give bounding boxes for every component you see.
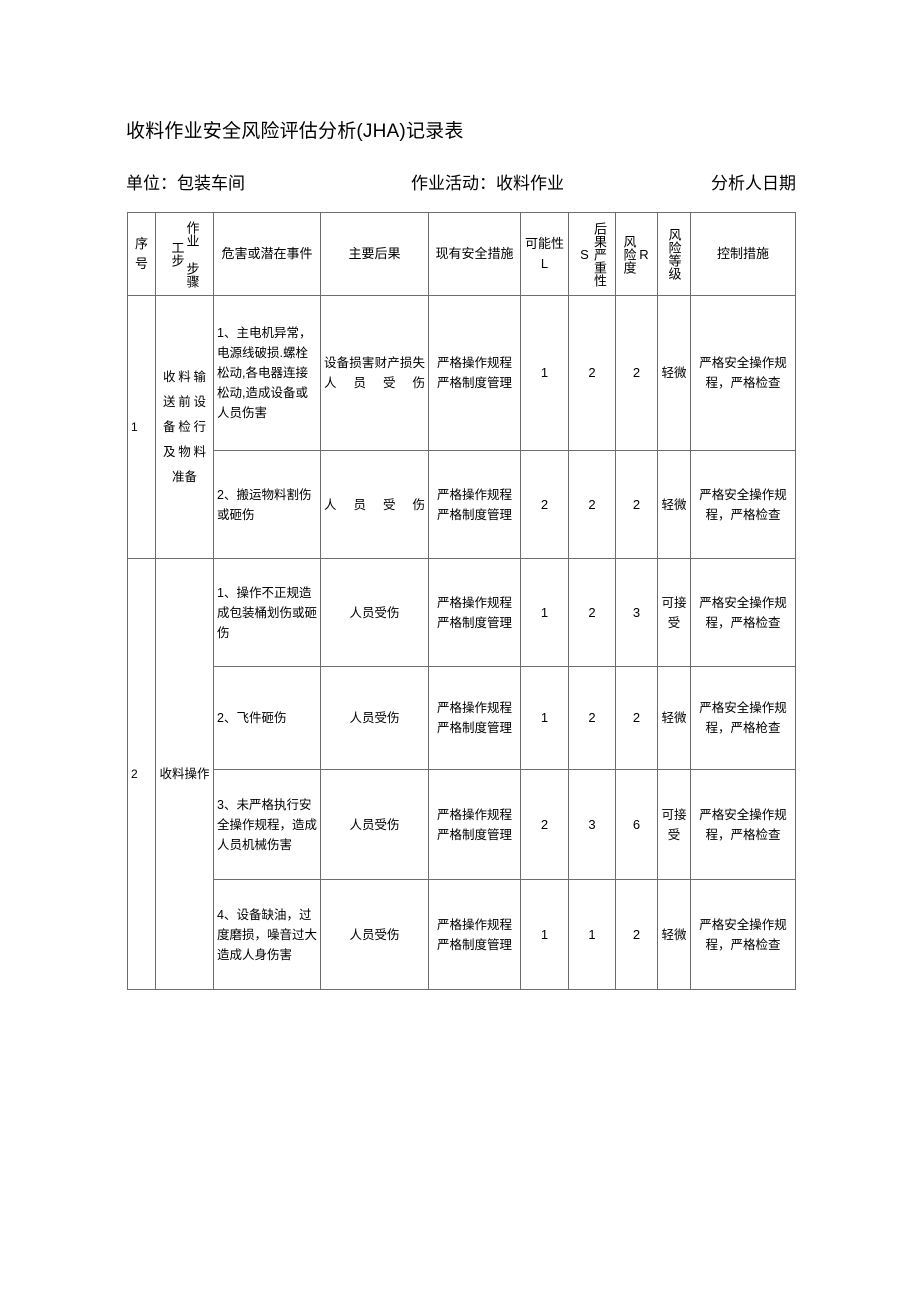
column-header-likelihood-symbol: L [540,256,549,271]
page-title: 收料作业安全风险评估分析(JHA)记录表 [126,121,464,142]
cell-likelihood: 2 [520,769,569,880]
cell-consequence: 人员受伤 [320,450,429,559]
cell-hazard: 3、未严格执行安全操作规程，造成人员机械伤害 [213,769,321,880]
cell-severity: 2 [568,450,616,559]
cell-level: 轻微 [657,666,691,770]
column-header-control: 控制措施 [690,212,796,296]
step-header-vertical-wrap: 作业 步骤 工步 [159,218,210,290]
cell-step: 收料输送前设备检行及物料准备 [155,295,214,559]
column-header-likelihood-label: 可能性 [524,236,564,251]
column-header-level-label: 风险等级 [666,228,682,280]
column-header-step-label: 作业 步骤 工步 [169,220,200,288]
cell-control: 严格安全操作规程，严格检查 [690,558,796,667]
cell-risk: 3 [615,558,658,667]
table-header-row: 序号 作业 步骤 工步 危害或潜在事件 主要后果 现有安全措施 可能性 L S … [127,212,796,296]
cell-level: 可接受 [657,769,691,880]
cell-consequence: 人员受伤 [320,769,429,880]
cell-hazard: 4、设备缺油，过度磨损，噪音过大造成人身伤害 [213,879,321,990]
cell-measure: 严格操作规程严格制度管理 [428,666,521,770]
cell-likelihood: 2 [520,450,569,559]
cell-no: 1 [127,295,156,559]
meta-activity: 作业活动：收料作业 [411,174,564,193]
cell-control: 严格安全操作规程，严格枪查 [690,666,796,770]
cell-level: 轻微 [657,450,691,559]
cell-level: 轻微 [657,879,691,990]
column-header-measure: 现有安全措施 [428,212,521,296]
column-header-risk-label: 风险度 [621,234,637,274]
column-header-consequence: 主要后果 [320,212,429,296]
cell-control: 严格安全操作规程，严格检查 [690,450,796,559]
table-row: 4、设备缺油，过度磨损，噪音过大造成人身伤害 人员受伤 严格操作规程严格制度管理… [128,879,796,990]
column-header-no: 序号 [127,212,156,296]
cell-risk: 6 [615,769,658,880]
cell-severity: 2 [568,666,616,770]
cell-measure: 严格操作规程严格制度管理 [428,879,521,990]
column-header-step: 作业 步骤 工步 [155,212,214,296]
cell-risk: 2 [615,295,658,451]
meta-analyst-date: 分析人日期 [711,174,796,193]
column-header-likelihood: 可能性 L [520,212,569,296]
cell-severity: 3 [568,769,616,880]
table-row: 2、搬运物料割伤或砸伤 人员受伤 严格操作规程严格制度管理 2 2 2 轻微 严… [128,450,796,559]
cell-likelihood: 1 [520,666,569,770]
cell-measure: 严格操作规程严格制度管理 [428,295,521,451]
table-header: 序号 作业 步骤 工步 危害或潜在事件 主要后果 现有安全措施 可能性 L S … [127,212,796,296]
cell-consequence: 人员受伤 [320,558,429,667]
cell-likelihood: 1 [520,879,569,990]
cell-risk: 2 [615,450,658,559]
cell-consequence: 人员受伤 [320,666,429,770]
cell-level: 可接受 [657,558,691,667]
cell-likelihood: 1 [520,295,569,451]
cell-risk: 2 [615,666,658,770]
cell-likelihood: 1 [520,558,569,667]
table-row: 1 收料输送前设备检行及物料准备 1、主电机异常，电源线破损.螺栓松动,各电器连… [127,295,796,559]
cell-control: 严格安全操作规程，严格检查 [690,879,796,990]
cell-severity: 2 [568,558,616,667]
cell-severity: 1 [568,879,616,990]
cell-hazard: 1、操作不正规造成包装桶划伤或砸伤 [213,558,321,667]
cell-step: 收料操作 [155,558,214,990]
cell-consequence: 人员受伤 [320,879,429,990]
cell-no: 2 [127,558,156,990]
meta-unit: 单位：包装车间 [126,174,245,193]
cell-hazard: 2、飞件砸伤 [213,666,321,770]
cell-hazard: 1、主电机异常，电源线破损.螺栓松动,各电器连接松动,造成设备或人员伤害 [213,295,321,451]
column-header-severity-symbol: S [577,246,592,262]
column-header-severity: S 后果严重性 [568,212,616,296]
cell-risk: 2 [615,879,658,990]
column-header-severity-label: 后果严重性 [592,221,607,287]
cell-hazard: 2、搬运物料割伤或砸伤 [213,450,321,559]
column-header-hazard: 危害或潜在事件 [213,212,321,296]
cell-consequence: 设备损害财产损失人员受伤 [320,295,429,451]
table-row: 2、飞件砸伤 人员受伤 严格操作规程严格制度管理 1 2 2 轻微 严格安全操作… [128,666,796,770]
level-header-vertical-wrap: 风险等级 [661,218,687,290]
cell-control: 严格安全操作规程，严格检查 [690,769,796,880]
severity-header-vertical-wrap: S 后果严重性 [572,218,612,290]
cell-measure: 严格操作规程严格制度管理 [428,769,521,880]
cell-control: 严格安全操作规程，严格检查 [690,295,796,451]
cell-level: 轻微 [657,295,691,451]
cell-measure: 严格操作规程严格制度管理 [428,450,521,559]
document-meta-row: 单位：包装车间 作业活动：收料作业 分析人日期 [126,170,796,198]
table-body: 1 收料输送前设备检行及物料准备 1、主电机异常，电源线破损.螺栓松动,各电器连… [127,295,796,990]
table-row: 2 收料操作 1、操作不正规造成包装桶划伤或砸伤 人员受伤 严格操作规程严格制度… [127,558,796,990]
risk-header-vertical-wrap: 风险度 R [619,218,654,290]
column-header-risk-symbol: R [636,246,652,262]
cell-step-text: 收料输送前设备检行及物料准备 [163,369,206,484]
column-header-level: 风险等级 [657,212,691,296]
cell-measure: 严格操作规程严格制度管理 [428,558,521,667]
column-header-risk: 风险度 R [615,212,658,296]
cell-step-text: 收料操作 [159,766,210,781]
cell-severity: 2 [568,295,616,451]
jha-table: 序号 作业 步骤 工步 危害或潜在事件 主要后果 现有安全措施 可能性 L S … [127,212,796,990]
table-row: 3、未严格执行安全操作规程，造成人员机械伤害 人员受伤 严格操作规程严格制度管理… [128,769,796,880]
